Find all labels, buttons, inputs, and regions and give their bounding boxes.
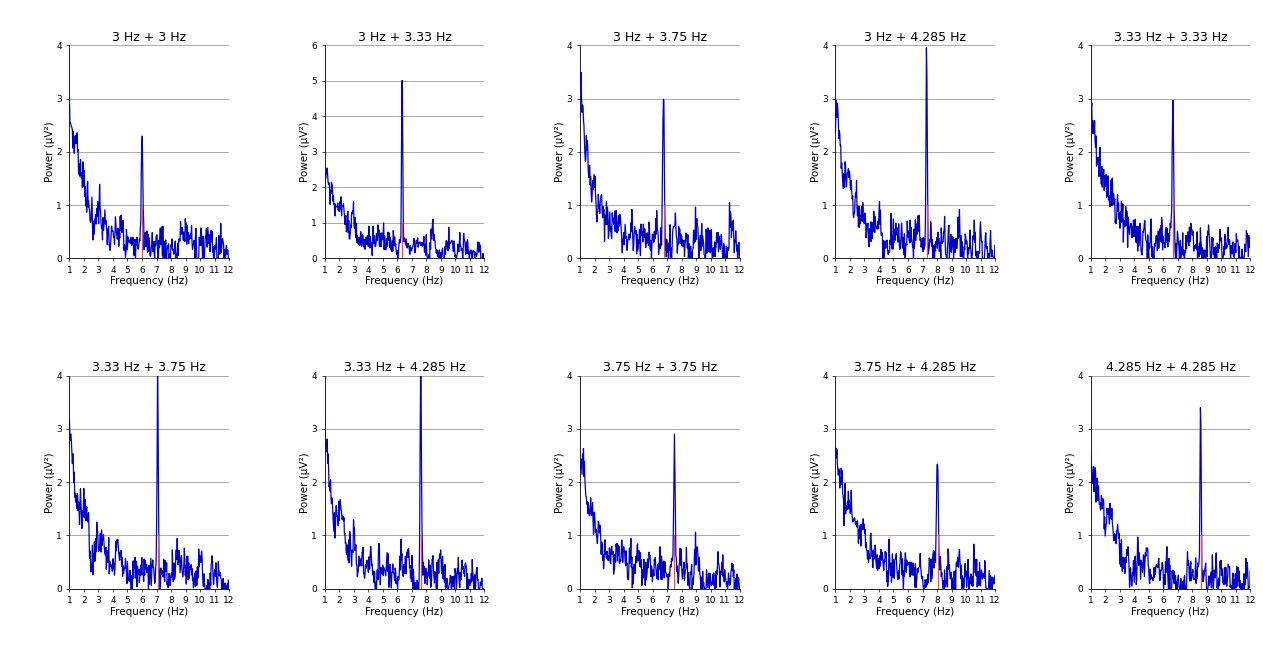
Y-axis label: Power (μV²): Power (μV²) — [44, 452, 54, 512]
Y-axis label: Power (μV²): Power (μV²) — [1066, 452, 1076, 512]
Y-axis label: Power (μV²): Power (μV²) — [1066, 122, 1076, 182]
Title: 3 Hz + 3 Hz: 3 Hz + 3 Hz — [112, 31, 187, 44]
Y-axis label: Power (μV²): Power (μV²) — [556, 122, 566, 182]
Y-axis label: Power (μV²): Power (μV²) — [301, 122, 309, 182]
Title: 3.75 Hz + 3.75 Hz: 3.75 Hz + 3.75 Hz — [602, 362, 717, 375]
X-axis label: Frequency (Hz): Frequency (Hz) — [365, 276, 443, 287]
Y-axis label: Power (μV²): Power (μV²) — [556, 452, 566, 512]
X-axis label: Frequency (Hz): Frequency (Hz) — [110, 607, 188, 617]
X-axis label: Frequency (Hz): Frequency (Hz) — [621, 276, 698, 287]
Y-axis label: Power (μV²): Power (μV²) — [811, 122, 821, 182]
X-axis label: Frequency (Hz): Frequency (Hz) — [1132, 607, 1210, 617]
X-axis label: Frequency (Hz): Frequency (Hz) — [1132, 276, 1210, 287]
X-axis label: Frequency (Hz): Frequency (Hz) — [110, 276, 188, 287]
Title: 3.33 Hz + 3.75 Hz: 3.33 Hz + 3.75 Hz — [92, 362, 206, 375]
Y-axis label: Power (μV²): Power (μV²) — [301, 452, 309, 512]
Title: 3 Hz + 3.33 Hz: 3 Hz + 3.33 Hz — [357, 31, 452, 44]
Title: 3.33 Hz + 4.285 Hz: 3.33 Hz + 4.285 Hz — [344, 362, 466, 375]
Title: 3 Hz + 4.285 Hz: 3 Hz + 4.285 Hz — [864, 31, 966, 44]
Title: 4.285 Hz + 4.285 Hz: 4.285 Hz + 4.285 Hz — [1105, 362, 1235, 375]
Y-axis label: Power (μV²): Power (μV²) — [811, 452, 821, 512]
X-axis label: Frequency (Hz): Frequency (Hz) — [877, 607, 955, 617]
X-axis label: Frequency (Hz): Frequency (Hz) — [365, 607, 443, 617]
X-axis label: Frequency (Hz): Frequency (Hz) — [621, 607, 698, 617]
Y-axis label: Power (μV²): Power (μV²) — [44, 122, 54, 182]
Title: 3 Hz + 3.75 Hz: 3 Hz + 3.75 Hz — [613, 31, 707, 44]
Title: 3.33 Hz + 3.33 Hz: 3.33 Hz + 3.33 Hz — [1114, 31, 1228, 44]
X-axis label: Frequency (Hz): Frequency (Hz) — [877, 276, 955, 287]
Title: 3.75 Hz + 4.285 Hz: 3.75 Hz + 4.285 Hz — [854, 362, 976, 375]
